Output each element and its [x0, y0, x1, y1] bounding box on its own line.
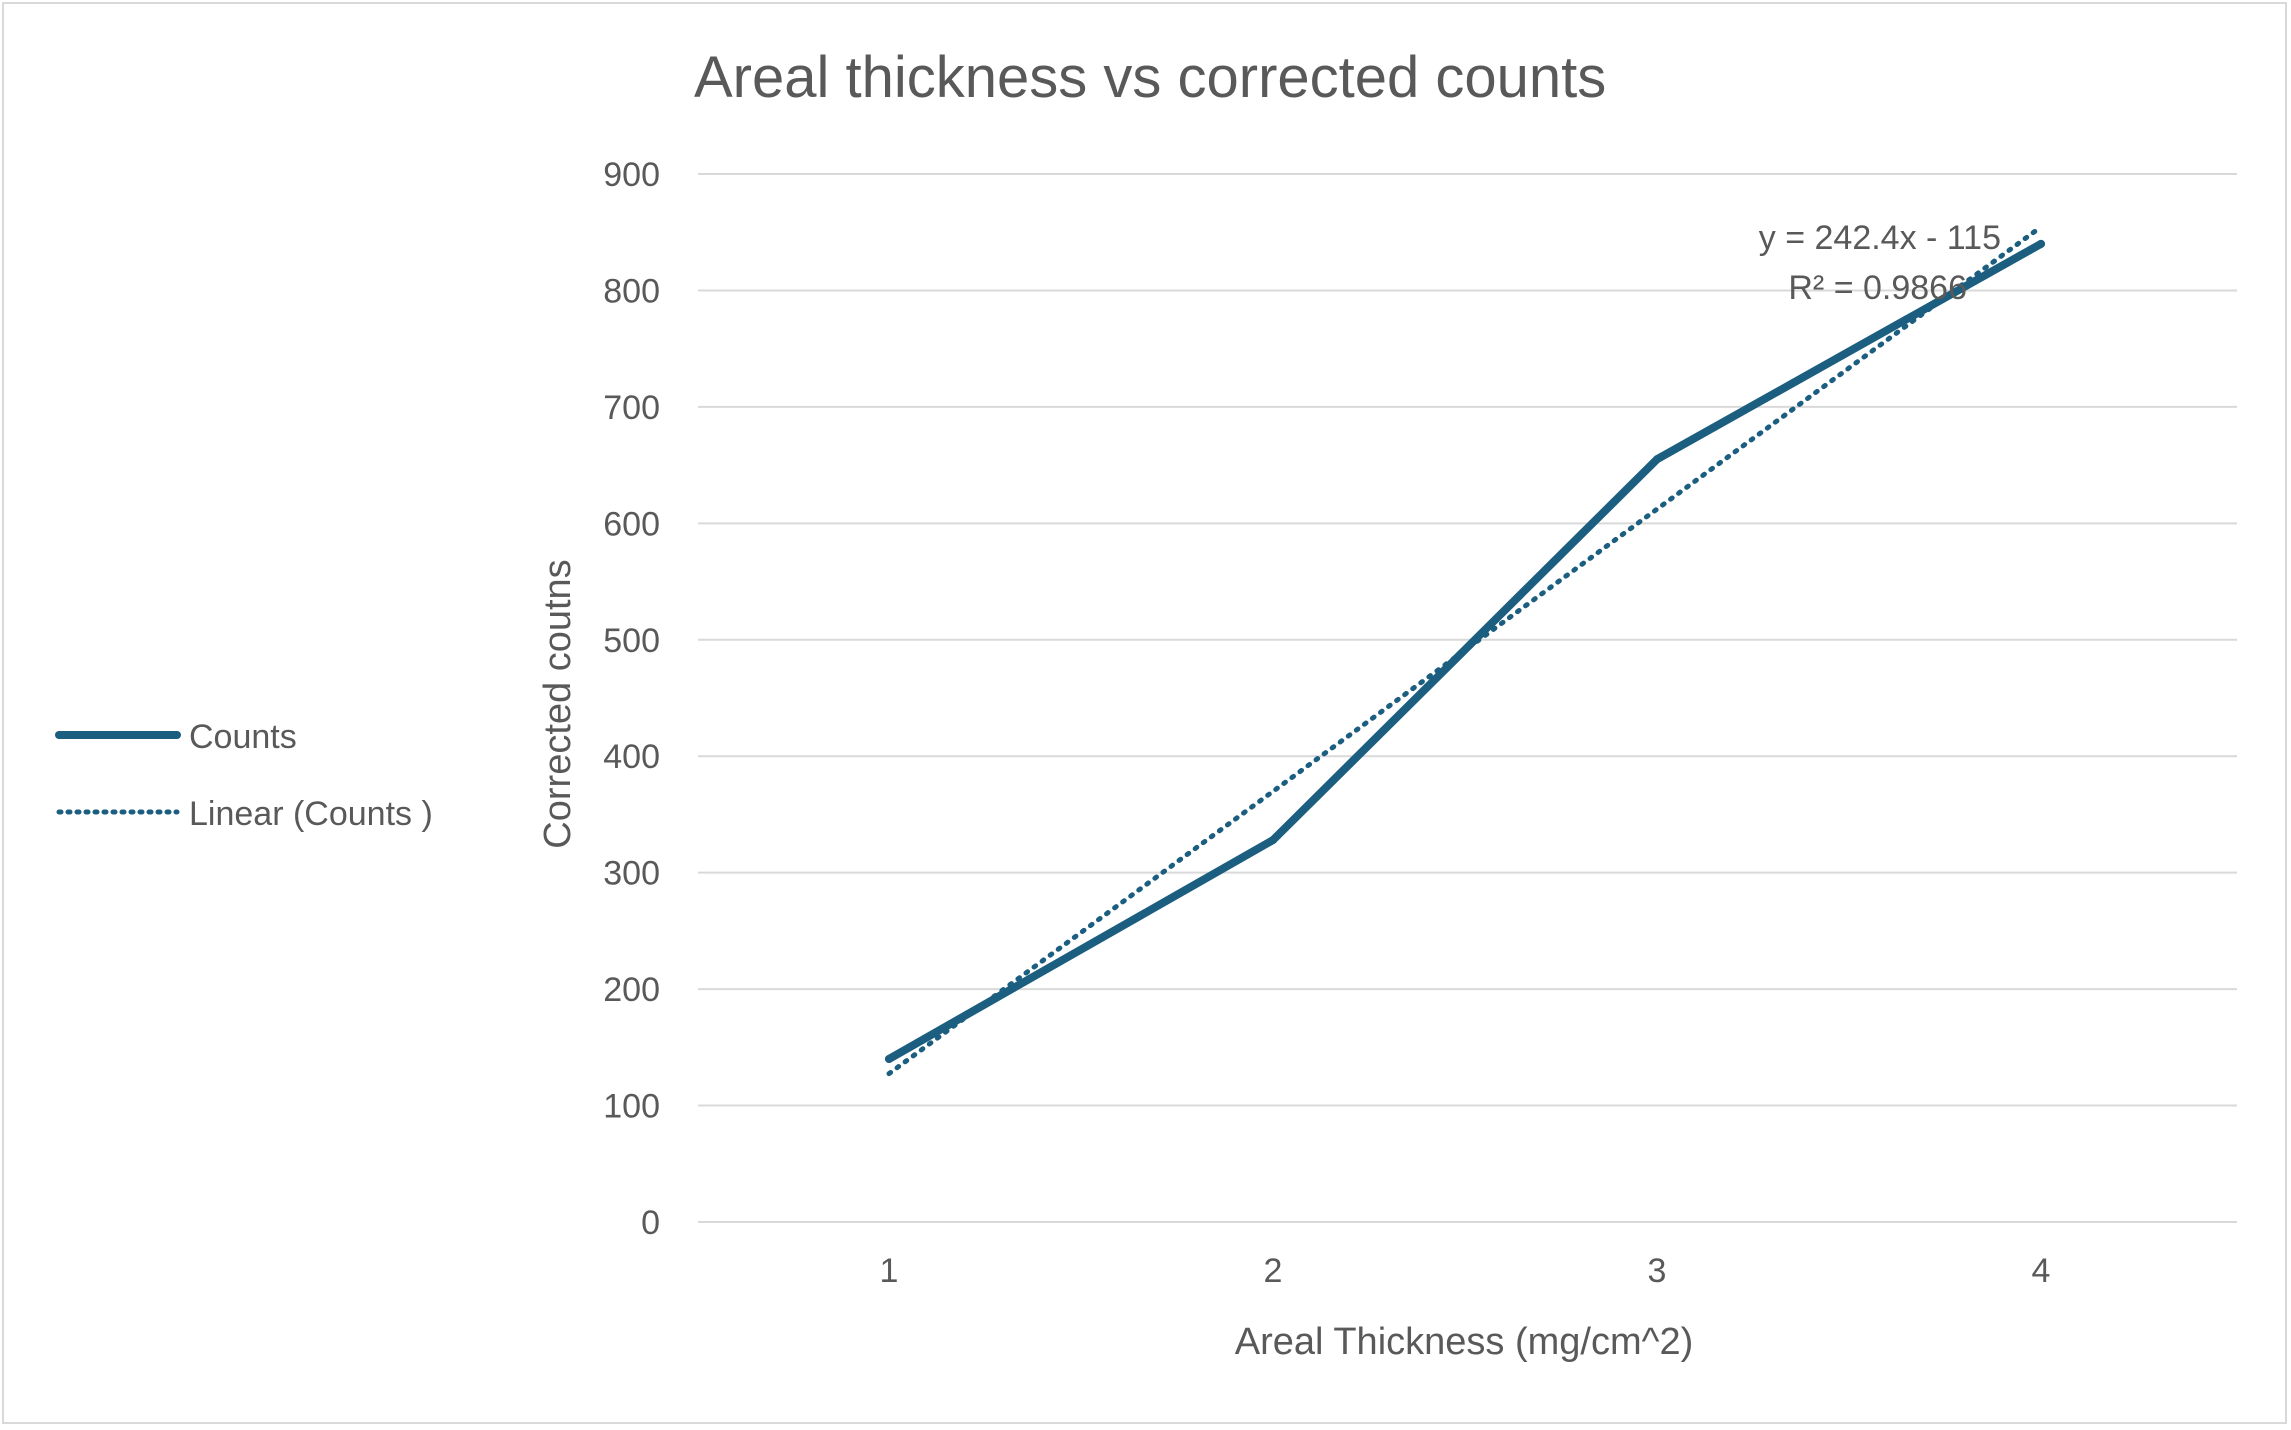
- x-axis-ticks: 1 2 3 4: [880, 1252, 2051, 1290]
- data-point-counts: [2037, 239, 2045, 248]
- legend: Counts Linear (Counts ): [55, 718, 433, 833]
- y-tick-label: 900: [603, 156, 660, 194]
- chart-svg: Areal thickness vs corrected counts 0 100…: [55, 45, 2237, 1363]
- y-tick-label: 600: [603, 505, 660, 543]
- y-tick-label: 700: [603, 389, 660, 427]
- chart-title: Areal thickness vs corrected counts: [694, 45, 1606, 110]
- trendline-layer: [886, 224, 2044, 1077]
- gridlines: [698, 173, 2237, 1223]
- x-axis-title: Areal Thickness (mg/cm^2): [1235, 1321, 1693, 1363]
- y-tick-label: 0: [641, 1204, 660, 1242]
- trendline-r-squared: R² = 0.9866: [1788, 269, 1967, 307]
- y-axis-ticks: 0 100 200 300 400 500 600 700 800 900: [603, 156, 660, 1242]
- data-point-counts: [1269, 836, 1277, 845]
- x-tick-label: 1: [880, 1252, 899, 1290]
- y-tick-label: 800: [603, 272, 660, 310]
- y-tick-label: 500: [603, 622, 660, 660]
- data-point-counts: [885, 1054, 893, 1063]
- series-line-counts: [885, 239, 2045, 1063]
- y-axis-title: Corrected coutns: [537, 559, 579, 848]
- legend-label-counts: Counts: [189, 718, 297, 756]
- trendline-linear-counts: [886, 224, 2044, 1077]
- x-tick-label: 3: [1648, 1252, 1667, 1290]
- legend-label-linear: Linear (Counts ): [189, 795, 433, 833]
- y-tick-label: 300: [603, 855, 660, 893]
- series-layer: [885, 239, 2045, 1063]
- x-tick-label: 2: [1264, 1252, 1283, 1290]
- y-tick-label: 400: [603, 738, 660, 776]
- data-point-counts: [1653, 455, 1661, 464]
- x-tick-label: 4: [2032, 1252, 2051, 1290]
- y-tick-label: 200: [603, 971, 660, 1009]
- y-tick-label: 100: [603, 1088, 660, 1126]
- trendline-equation: y = 242.4x - 115: [1759, 219, 2001, 257]
